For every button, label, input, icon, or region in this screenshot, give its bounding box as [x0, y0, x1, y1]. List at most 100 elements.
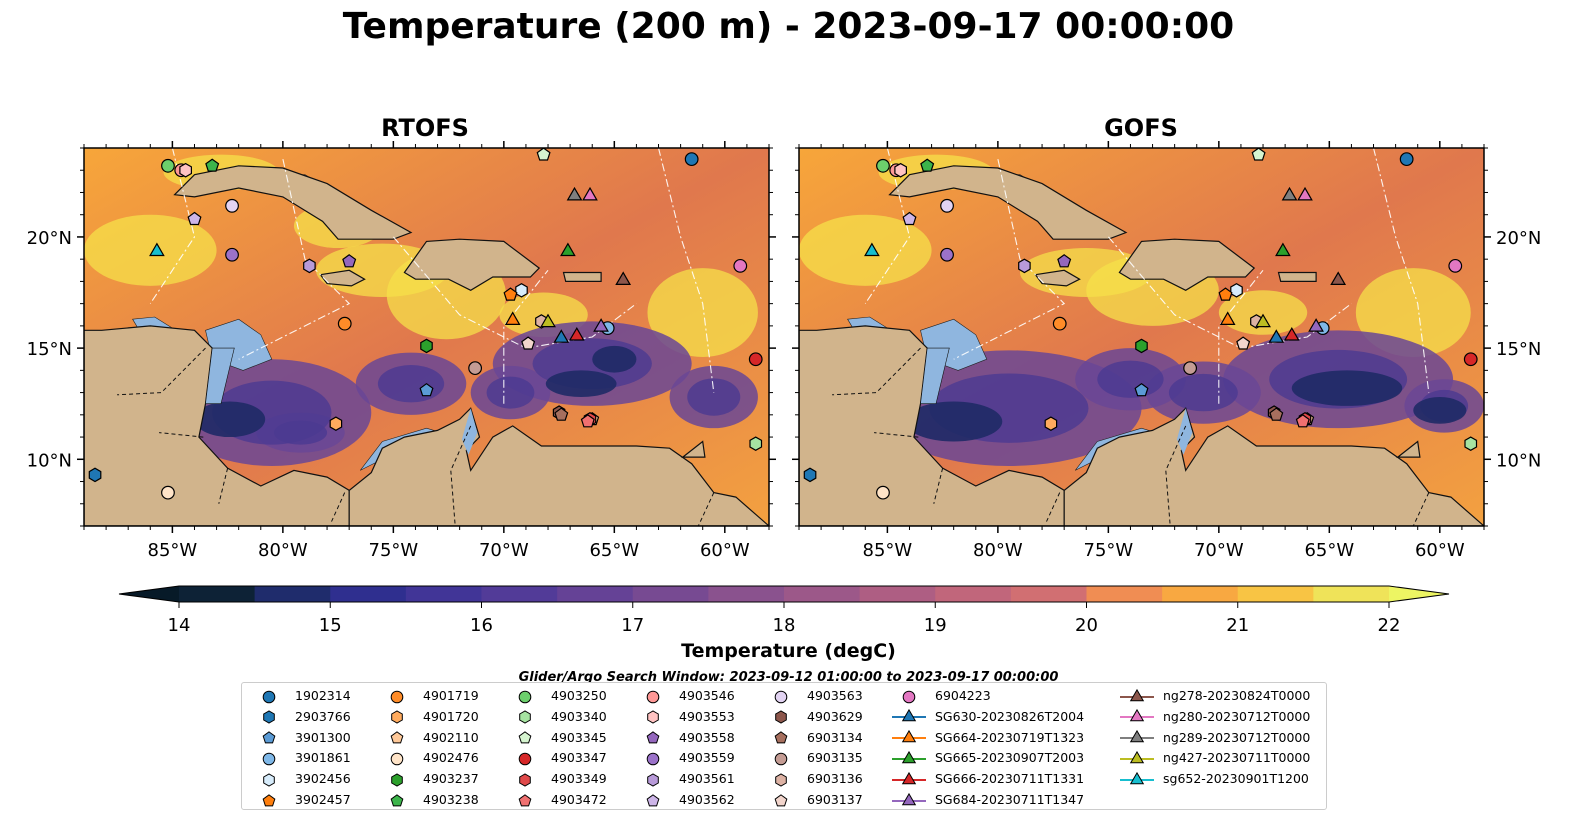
legend-item: 2903766	[250, 707, 351, 727]
legend-item: SG664-20230719T1323	[890, 728, 1084, 748]
obs-marker-3902457	[1218, 287, 1233, 301]
legend-label: 4902110	[423, 729, 479, 745]
legend-label: 4903349	[551, 771, 607, 787]
legend-item: 4903237	[378, 769, 479, 789]
colorbar-tick-label: 16	[470, 615, 493, 636]
obs-marker-4901720	[1044, 416, 1058, 431]
colorbar-tick-label: 15	[319, 615, 342, 636]
legend-item: 4903559	[634, 748, 735, 768]
obs-marker-sg652-20230901T1200	[864, 242, 880, 257]
obs-marker-SG684-20230711T1347	[1308, 318, 1324, 332]
obs-marker-SG630-20230826T2004	[1268, 329, 1285, 343]
search-window-text: Glider/Argo Search Window: 2023-09-12 01…	[518, 670, 1059, 685]
obs-marker-4903345	[536, 148, 551, 161]
obs-marker-6904223	[1448, 258, 1463, 273]
obs-marker-4903347	[748, 352, 763, 367]
obs-marker-3902456	[515, 283, 528, 298]
obs-marker-3902456	[1230, 283, 1243, 298]
legend-marker-icon	[892, 792, 926, 805]
land-south-america	[1063, 407, 1484, 526]
legend-item: ng278-20230824T0000	[1118, 686, 1310, 706]
legend-label: sg652-20230901T1200	[1163, 771, 1309, 787]
legend-marker-icon	[774, 690, 788, 703]
legend-item: 4903349	[506, 769, 607, 789]
legend-marker-icon	[262, 793, 276, 806]
land-jamaica	[1034, 269, 1081, 287]
land-central-america	[84, 325, 350, 526]
obs-marker-4903563	[940, 198, 954, 213]
lat-tick-label: 10°N	[27, 450, 72, 471]
obs-marker-SG666-20230711T1331	[1283, 327, 1300, 341]
legend-marker-icon	[390, 793, 404, 806]
lon-tick-label: 75°W	[1084, 540, 1134, 561]
obs-marker-4903250	[161, 158, 175, 173]
obs-marker-3902457	[503, 287, 518, 301]
legend-item: ng427-20230711T0000	[1118, 748, 1310, 768]
legend-label: 4901719	[423, 688, 479, 703]
obs-marker-ng280-20230712T0000	[582, 186, 598, 201]
legend-item: SG665-20230907T2003	[890, 748, 1084, 768]
legend-marker-icon	[391, 710, 403, 724]
legend-item: 4903347	[506, 748, 607, 768]
obs-marker-6903135	[468, 361, 483, 376]
lon-tick-label: 60°W	[700, 540, 750, 561]
obs-marker-3901300	[1134, 382, 1149, 397]
obs-marker-ng427-20230711T0000	[1255, 313, 1271, 328]
obs-marker-4902476	[161, 485, 175, 500]
obs-marker-6903134	[554, 407, 569, 421]
legend-marker-icon	[646, 752, 660, 766]
legend-label: 4903561	[679, 771, 735, 787]
legend-item: 4903345	[506, 728, 607, 748]
legend-item: 4902476	[378, 748, 479, 768]
obs-marker-1902314	[684, 152, 699, 167]
legend-item: SG666-20230711T1331	[890, 769, 1084, 789]
legend-label: SG665-20230907T2003	[935, 750, 1085, 766]
legend-label: 6904223	[935, 688, 991, 703]
legend-label: 6903135	[807, 750, 863, 766]
legend-marker-icon	[892, 750, 926, 764]
obs-marker-6903137	[521, 336, 536, 350]
obs-marker-4903562	[187, 211, 202, 226]
legend-marker-icon	[391, 773, 403, 787]
legend-label: 4903345	[551, 729, 607, 745]
legend-item: 6904223	[890, 686, 991, 706]
colorbar-tick-label: 19	[924, 615, 947, 636]
lat-tick-label: 20°N	[27, 228, 72, 249]
legend-item: 6903134	[762, 728, 863, 748]
legend-marker-icon	[263, 773, 275, 787]
legend-item: ng280-20230712T0000	[1118, 707, 1310, 727]
obs-marker-4903472	[1295, 414, 1310, 428]
obs-marker-1902314	[1399, 152, 1414, 167]
legend-label: SG664-20230719T1323	[935, 729, 1085, 745]
legend-marker-icon	[518, 752, 532, 766]
colorbar-cell	[405, 586, 482, 602]
land-south-america	[348, 407, 769, 526]
land-puerto-rico	[562, 271, 602, 282]
legend-marker-icon	[1120, 729, 1154, 743]
legend-marker-icon	[1120, 688, 1154, 701]
legend-item: 4903629	[762, 707, 863, 727]
colorbar-cell	[708, 586, 785, 602]
obs-marker-SG665-20230907T2003	[1275, 242, 1291, 257]
legend-item: 4903546	[634, 686, 735, 706]
obs-marker-4903237	[1135, 338, 1148, 354]
legend-marker-icon	[518, 690, 532, 703]
legend-label: 4902476	[423, 750, 479, 766]
legend-label: 4903629	[807, 708, 863, 724]
legend-label: 4901720	[423, 708, 479, 724]
panel-title-gofs: GOFS	[1104, 114, 1178, 142]
lon-tick-label: 70°W	[1194, 540, 1244, 561]
obs-marker-4903561	[1018, 258, 1031, 274]
legend-label: 4903250	[551, 688, 607, 703]
obs-marker-SG666-20230711T1331	[568, 327, 585, 341]
colorbar-cell	[557, 586, 634, 602]
legend-label: 4903340	[551, 708, 607, 724]
legend-item: 4902110	[378, 728, 479, 748]
colorbar-tick-label: 17	[621, 615, 644, 636]
lon-tick-label: 80°W	[973, 540, 1023, 561]
colorbar-tick-label: 14	[168, 615, 191, 636]
obs-marker-SG665-20230907T2003	[560, 242, 576, 257]
lon-tick-label: 65°W	[1304, 540, 1354, 561]
map-panel-gofs: 85°W 80°W 75°W 70°W 65°W 60°W 10°N 15°N 20°N	[792, 141, 1541, 561]
obs-marker-4903553	[179, 162, 192, 178]
